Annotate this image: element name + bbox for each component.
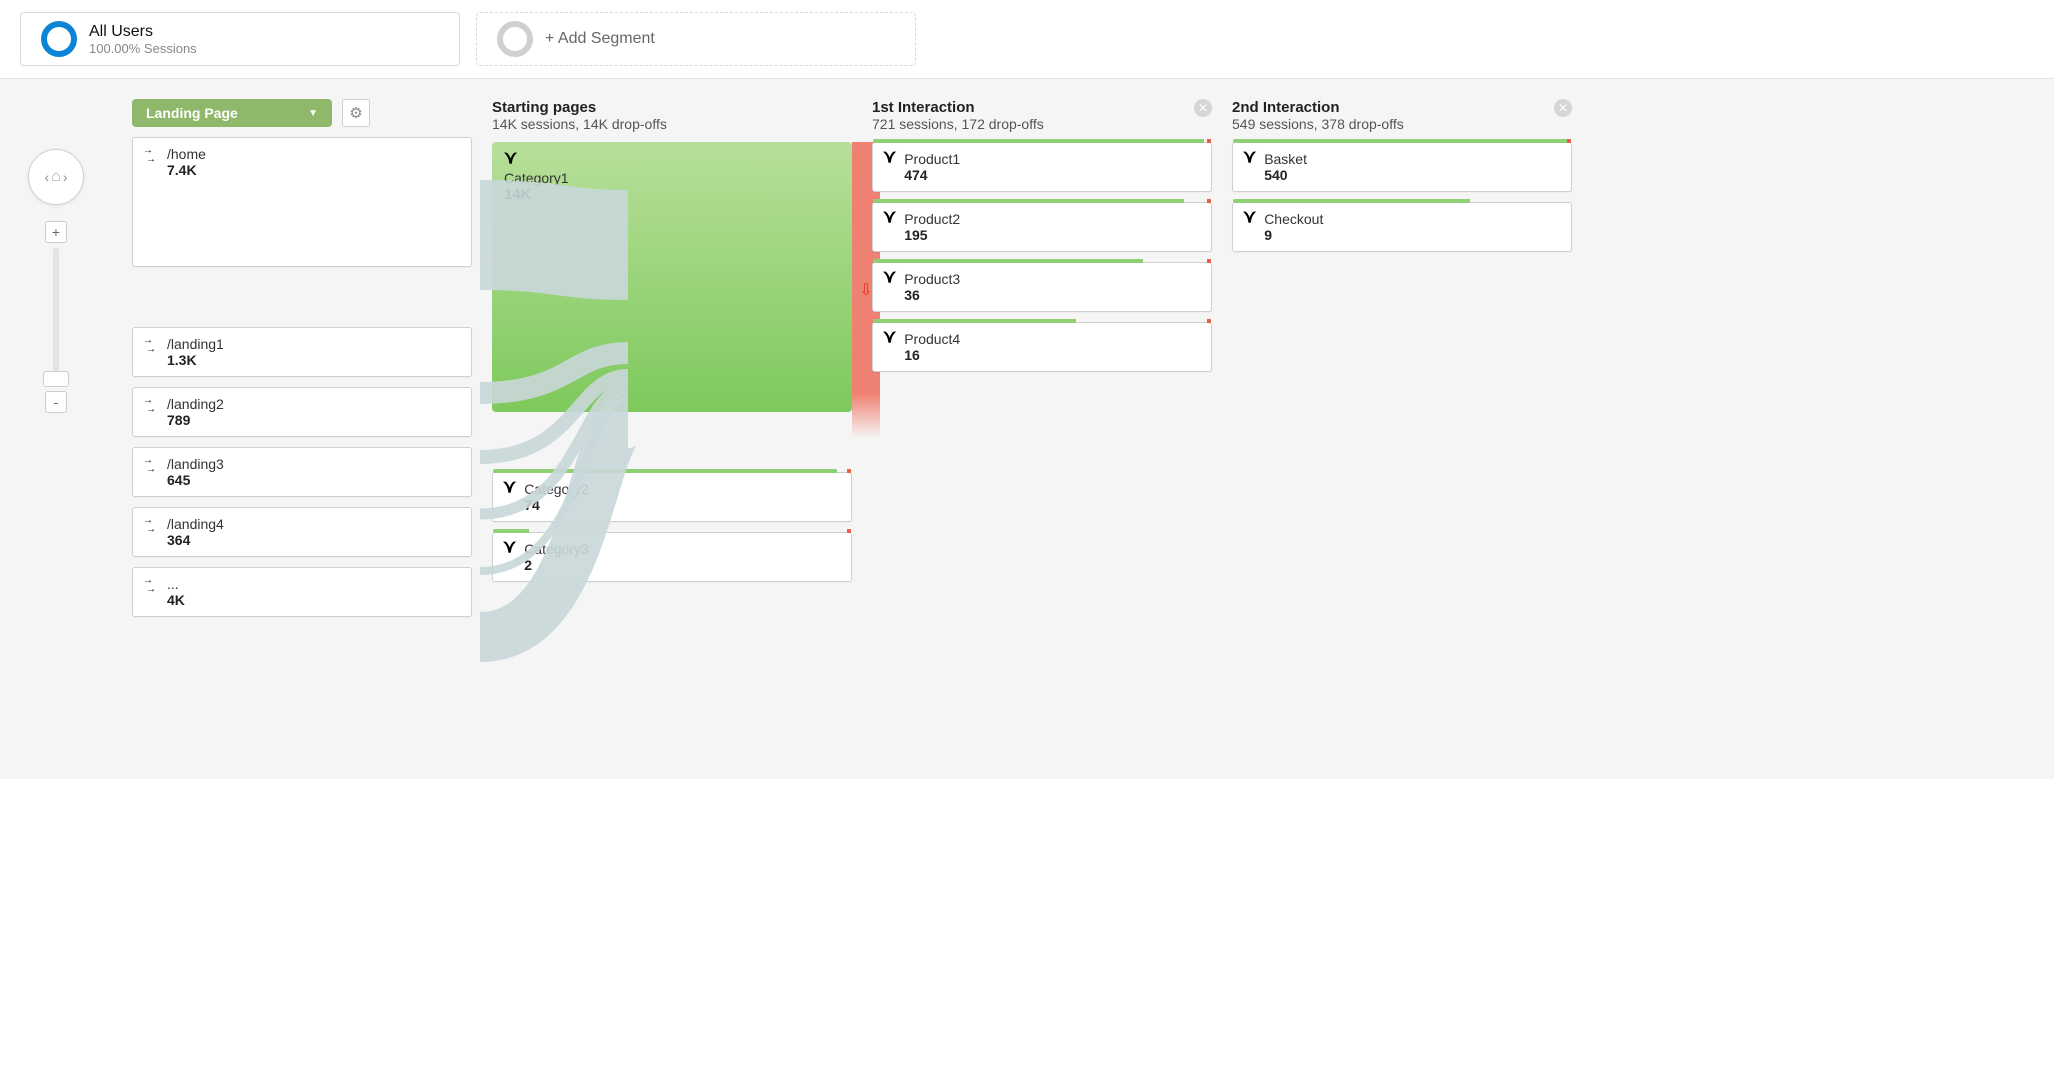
node-label: Product2	[904, 211, 960, 227]
node-landing-0[interactable]: →→ /home7.4K	[132, 137, 472, 267]
close-icon: ✕	[1558, 101, 1568, 115]
node-value: 14K	[504, 186, 840, 203]
node-value: 16	[904, 347, 960, 363]
node-first-1[interactable]: ⋏ Product2195	[872, 202, 1212, 252]
enter-icon: →→	[143, 456, 159, 474]
column-landing: Landing Page ▼ ⚙ →→ /home7.4K →→ /landing11…	[132, 99, 472, 617]
node-value: 4K	[167, 592, 185, 608]
add-segment-button[interactable]: + Add Segment	[476, 12, 916, 66]
merge-icon: ⋏	[504, 152, 517, 168]
zoom-handle[interactable]	[43, 371, 69, 387]
node-starting-0[interactable]: ⋏ Category274	[492, 472, 852, 522]
column-starting: Starting pages 14K sessions, 14K drop-of…	[492, 99, 852, 617]
zoom-in-button[interactable]: +	[45, 221, 67, 243]
merge-icon: ⋏	[883, 211, 896, 227]
nav-home-button[interactable]: ‹ ⌂ ›	[28, 149, 84, 205]
node-value: 474	[904, 167, 960, 183]
column-subtitle: 14K sessions, 14K drop-offs	[492, 116, 852, 132]
node-label: Basket	[1264, 151, 1307, 167]
node-label: ...	[167, 576, 185, 592]
enter-icon: →→	[143, 576, 159, 594]
merge-icon: ⋏	[503, 481, 516, 497]
node-label: Checkout	[1264, 211, 1323, 227]
chevron-down-icon: ▼	[308, 108, 318, 119]
chevron-right-icon: ›	[63, 169, 68, 185]
node-value: 195	[904, 227, 960, 243]
flow-diagram: ‹ ⌂ › + - Landing Page ▼ ⚙	[0, 79, 2054, 779]
node-label: Category2	[524, 481, 589, 497]
node-first-2[interactable]: ⋏ Product336	[872, 262, 1212, 312]
nav-controls: ‹ ⌂ › + -	[28, 149, 84, 413]
node-label: Product4	[904, 331, 960, 347]
merge-icon: ⋏	[503, 541, 516, 557]
node-label: /home	[167, 146, 206, 162]
dimension-dropdown[interactable]: Landing Page ▼	[132, 99, 332, 127]
node-label: Product1	[904, 151, 960, 167]
remove-step-button[interactable]: ✕	[1554, 99, 1572, 117]
node-landing-1[interactable]: →→ /landing11.3K	[132, 327, 472, 377]
chevron-left-icon: ‹	[44, 169, 49, 185]
merge-icon: ⋏	[883, 331, 896, 347]
enter-icon: →→	[143, 516, 159, 534]
column-title: 2nd Interaction	[1232, 99, 1404, 116]
segment-circle-icon	[41, 21, 77, 57]
enter-icon: →→	[143, 146, 159, 164]
node-label: /landing4	[167, 516, 224, 532]
node-label: Category3	[524, 541, 589, 557]
node-landing-2[interactable]: →→ /landing2789	[132, 387, 472, 437]
merge-icon: ⋏	[1243, 151, 1256, 167]
node-second-1[interactable]: ⋏ Checkout9	[1232, 202, 1572, 252]
zoom-out-button[interactable]: -	[45, 391, 67, 413]
node-second-0[interactable]: ⋏ Basket540	[1232, 142, 1572, 192]
enter-icon: →→	[143, 396, 159, 414]
node-label: Category1	[504, 170, 840, 186]
node-label: /landing1	[167, 336, 224, 352]
node-value: 36	[904, 287, 960, 303]
segment-bar: All Users 100.00% Sessions + Add Segment	[0, 0, 2054, 79]
dimension-label: Landing Page	[146, 105, 238, 121]
gear-icon: ⚙	[349, 104, 362, 122]
segment-all-users[interactable]: All Users 100.00% Sessions	[20, 12, 460, 66]
column-second-interaction: 2nd Interaction 549 sessions, 378 drop-o…	[1232, 99, 1572, 617]
node-landing-3[interactable]: →→ /landing3645	[132, 447, 472, 497]
node-landing-4[interactable]: →→ /landing4364	[132, 507, 472, 557]
node-label: Product3	[904, 271, 960, 287]
node-value: 2	[524, 557, 589, 573]
segment-title: All Users	[89, 23, 197, 41]
column-title: Starting pages	[492, 99, 852, 116]
node-value: 645	[167, 472, 224, 488]
zoom-track[interactable]	[53, 247, 59, 387]
node-category1[interactable]: ⋏ Category1 14K ⇩	[492, 142, 852, 412]
add-segment-label: + Add Segment	[545, 30, 655, 48]
enter-icon: →→	[143, 336, 159, 354]
column-first-interaction: 1st Interaction 721 sessions, 172 drop-o…	[872, 99, 1212, 617]
close-icon: ✕	[1198, 101, 1208, 115]
node-landing-5[interactable]: →→...4K	[132, 567, 472, 617]
merge-icon: ⋏	[1243, 211, 1256, 227]
node-starting-1[interactable]: ⋏ Category32	[492, 532, 852, 582]
zoom-control: + -	[45, 221, 67, 413]
dropoff-arrow-icon: ⇩	[859, 280, 872, 300]
node-value: 74	[524, 497, 589, 513]
segment-circle-gray-icon	[497, 21, 533, 57]
column-subtitle: 721 sessions, 172 drop-offs	[872, 116, 1044, 132]
node-value: 789	[167, 412, 224, 428]
node-value: 540	[1264, 167, 1307, 183]
merge-icon: ⋏	[883, 271, 896, 287]
settings-button[interactable]: ⚙	[342, 99, 370, 127]
node-value: 364	[167, 532, 224, 548]
node-label: /landing2	[167, 396, 224, 412]
column-title: 1st Interaction	[872, 99, 1044, 116]
merge-icon: ⋏	[883, 151, 896, 167]
node-value: 1.3K	[167, 352, 224, 368]
column-subtitle: 549 sessions, 378 drop-offs	[1232, 116, 1404, 132]
node-first-3[interactable]: ⋏ Product416	[872, 322, 1212, 372]
node-value: 9	[1264, 227, 1323, 243]
node-label: /landing3	[167, 456, 224, 472]
home-icon: ⌂	[51, 168, 61, 186]
node-value: 7.4K	[167, 162, 206, 178]
node-first-0[interactable]: ⋏ Product1474	[872, 142, 1212, 192]
remove-step-button[interactable]: ✕	[1194, 99, 1212, 117]
segment-subtitle: 100.00% Sessions	[89, 41, 197, 56]
